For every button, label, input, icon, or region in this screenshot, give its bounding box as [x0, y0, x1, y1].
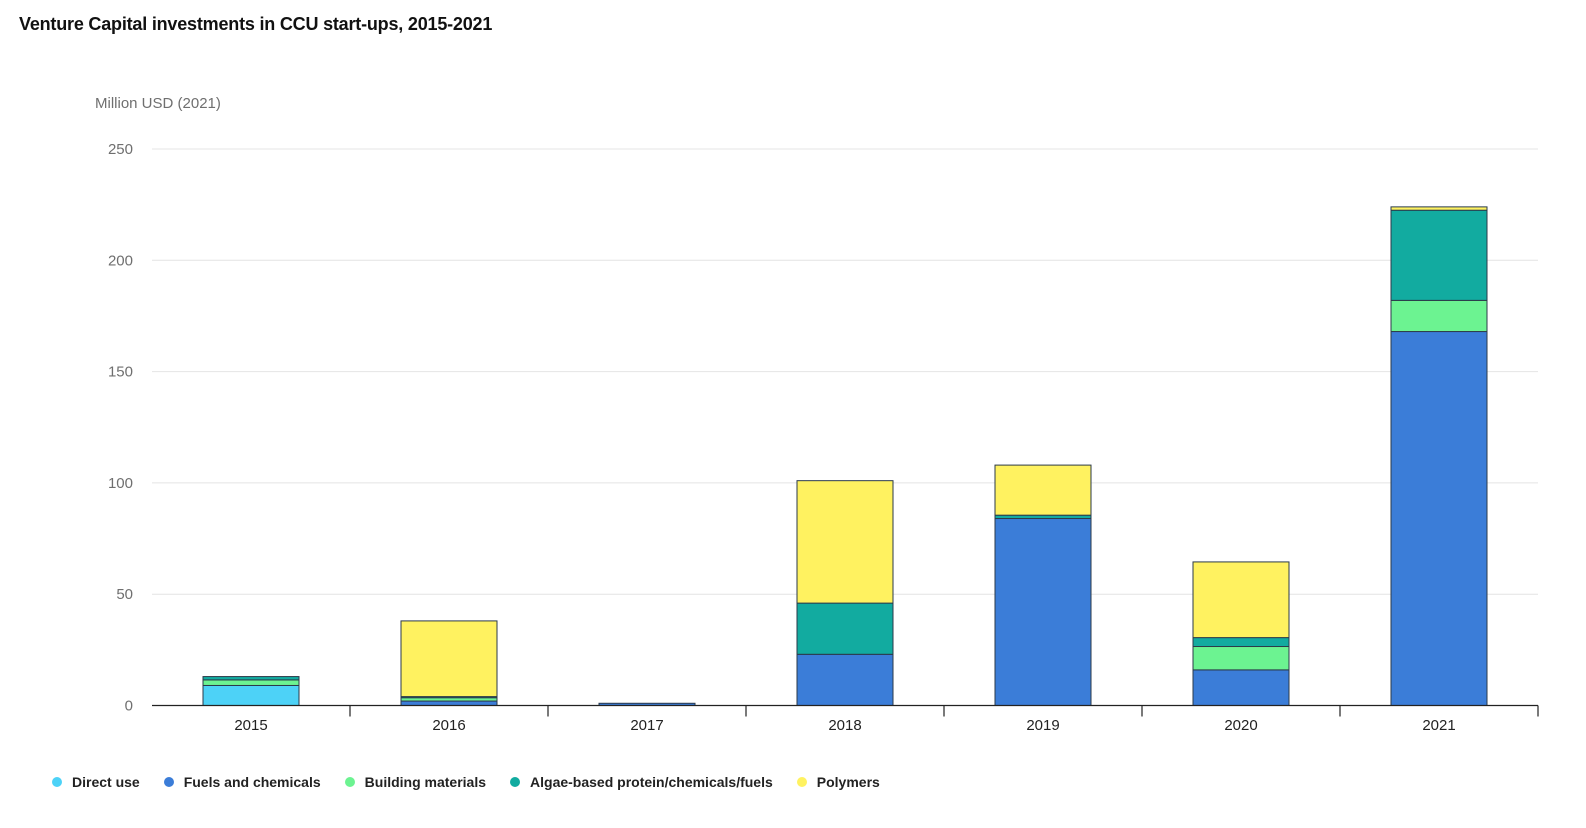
legend-label: Direct use [72, 774, 140, 790]
x-tick-label: 2018 [828, 717, 861, 734]
bar-segment [202, 684, 300, 707]
legend-swatch [510, 777, 521, 787]
legend-item[interactable]: Polymers [796, 774, 880, 790]
legend-label: Algae-based protein/chemicals/fuels [530, 774, 773, 790]
x-axis: 2015 2016 2017 2018 2019 2020 2021 [152, 704, 1539, 734]
y-tick-label: 200 [108, 252, 133, 269]
x-tick-label: 2015 [234, 717, 267, 734]
legend-item[interactable]: Fuels and chemicals [163, 774, 321, 790]
legend-label: Polymers [816, 774, 880, 790]
y-tick-label: 0 [125, 698, 133, 715]
bar-segment [994, 464, 1092, 516]
y-tick-label: 150 [108, 364, 133, 381]
bar-segment [796, 602, 894, 655]
stacked-bar-chart: 0 50 100 150 200 250 2015 2016 2017 2018 2019 2020… [108, 141, 1539, 734]
chart-title: Venture Capital investments in CCU start… [19, 14, 493, 34]
bar-segment [1390, 299, 1488, 333]
bar-segment [994, 514, 1092, 520]
legend-item[interactable]: Building materials [344, 774, 487, 790]
x-tick-label: 2021 [1422, 717, 1455, 734]
x-tick-label: 2017 [630, 717, 663, 734]
bar-segment [1390, 209, 1488, 301]
bar-segment [796, 480, 894, 604]
legend-swatch [163, 777, 174, 787]
legend-swatch [52, 777, 62, 787]
bar-segment [1390, 331, 1488, 706]
y-tick-label: 50 [116, 586, 133, 603]
y-tick-label: 250 [108, 141, 133, 158]
bar-segment [400, 620, 498, 698]
bar-segment [994, 518, 1092, 706]
bar-segment [202, 676, 300, 681]
bar-segment [1390, 206, 1488, 211]
legend-item[interactable]: Algae-based protein/chemicals/fuels [510, 774, 773, 790]
legend-swatch [344, 777, 355, 787]
x-tick-label: 2020 [1224, 717, 1257, 734]
bar-segment [400, 700, 498, 706]
bar-segment [1192, 561, 1290, 639]
legend-label: Building materials [364, 774, 487, 790]
bar-segment [796, 653, 894, 706]
legend-swatch [796, 777, 807, 787]
x-tick-label: 2016 [432, 717, 465, 734]
legend-item[interactable]: Direct use [52, 774, 140, 790]
y-tick-label: 100 [108, 475, 133, 492]
x-tick-label: 2019 [1026, 717, 1059, 734]
y-tick-labels: 0 50 100 150 200 250 [108, 141, 133, 715]
bar-segment [400, 697, 498, 702]
legend-label: Fuels and chemicals [183, 774, 321, 790]
bar-segment [1192, 646, 1290, 671]
bars [202, 206, 1488, 707]
bar-segment [202, 679, 300, 686]
y-axis-label: Million USD (2021) [95, 95, 221, 112]
bar-segment [1192, 637, 1290, 648]
bar-segment [1192, 669, 1290, 706]
legend: Direct use Fuels and chemicals Building ma… [52, 774, 880, 790]
